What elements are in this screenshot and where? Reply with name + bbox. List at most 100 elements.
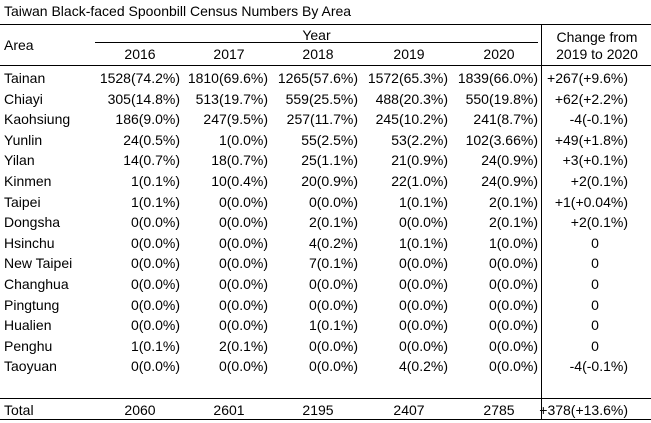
row-area-label: Penghu [4, 337, 53, 354]
header-area: Area [4, 37, 34, 53]
table-cell: 2(0.1%) [218, 337, 268, 354]
row-area-label: Hualien [4, 317, 52, 334]
table-cell: 2(0.1%) [488, 193, 538, 210]
table-cell: 0(0.0%) [488, 337, 538, 354]
table-cell: 0(0.0%) [218, 193, 268, 210]
table-cell: 24(0.9%) [481, 173, 538, 189]
table-cell: 0(0.0%) [218, 234, 268, 251]
table-cell: 1839(66.0%) [457, 70, 538, 86]
table-cell: 0(0.0%) [398, 276, 448, 292]
change-cell: +267(+9.6%) [547, 70, 628, 86]
table-cell: 0(0.0%) [398, 255, 448, 272]
table-cell: 1265(57.6%) [277, 70, 358, 86]
total-cell: 2407 [393, 402, 425, 418]
table-cell: 0(0.0%) [488, 276, 538, 292]
table-cell: 1(0.0%) [488, 234, 538, 251]
table-cell: 1(0.1%) [398, 234, 448, 251]
total-change-cell: +378(+13.6%) [539, 402, 628, 418]
header-year-group: Year [302, 27, 331, 43]
header-change-line2: 2019 to 2020 [556, 46, 638, 62]
table-cell: 0(0.0%) [218, 255, 268, 272]
header-year-2019: 2019 [393, 46, 425, 62]
table-cell: 0(0.0%) [308, 337, 358, 354]
table-cell: 0(0.0%) [308, 296, 358, 313]
table-cell: 0(0.0%) [488, 255, 538, 272]
header-year-2020: 2020 [483, 46, 515, 62]
table-cell: 1(0.1%) [130, 173, 180, 189]
header-change-line1: Change from [556, 29, 638, 45]
table-cell: 1(0.1%) [130, 337, 180, 354]
change-cell: 0 [591, 255, 599, 272]
row-area-label: Pingtung [4, 296, 60, 313]
table-title: Taiwan Black-faced Spoonbill Census Numb… [4, 3, 352, 19]
row-area-label: Kinmen [4, 173, 52, 189]
table-cell: 257(11.7%) [286, 111, 358, 128]
row-area-label: Yunlin [4, 131, 43, 148]
table-cell: 488(20.3%) [375, 90, 448, 107]
change-cell: -4(-0.1%) [569, 358, 628, 375]
table-cell: 24(0.5%) [123, 131, 180, 148]
change-cell: +2(0.1%) [570, 173, 628, 189]
table-cell: 4(0.2%) [308, 234, 358, 251]
table-cell: 0(0.0%) [130, 358, 180, 375]
year-group-rule [95, 42, 538, 43]
row-area-label: Yilan [4, 152, 35, 169]
table-cell: 2(0.1%) [308, 214, 358, 231]
table-cell: 0(0.0%) [488, 296, 538, 313]
table-cell: 7(0.1%) [308, 255, 358, 272]
table-cell: 25(1.1%) [301, 152, 358, 169]
table-cell: 241(8.7%) [473, 111, 538, 128]
total-cell: 2785 [483, 402, 515, 418]
table-cell: 10(0.4%) [211, 173, 268, 189]
change-cell: +62(+2.2%) [554, 90, 628, 107]
table-cell: 513(19.7%) [195, 90, 268, 107]
row-area-label: Tainan [4, 70, 46, 86]
row-area-label: New Taipei [4, 255, 73, 272]
header-year-2018: 2018 [302, 46, 334, 62]
table-cell: 24(0.9%) [481, 152, 538, 169]
table-cell: 1572(65.3%) [367, 70, 448, 86]
row-area-label: Changhua [4, 276, 69, 292]
change-cell: 0 [591, 317, 599, 334]
table-cell: 1(0.1%) [398, 193, 448, 210]
table-cell: 4(0.2%) [398, 358, 448, 375]
table-cell: 0(0.0%) [488, 358, 538, 375]
row-area-label: Dongsha [4, 214, 61, 231]
table-cell: 0(0.0%) [130, 317, 180, 334]
table-cell: 0(0.0%) [308, 358, 358, 375]
table-cell: 0(0.0%) [130, 255, 180, 272]
table-cell: 0(0.0%) [130, 296, 180, 313]
total-cell: 2195 [302, 402, 334, 418]
change-cell: +1(+0.04%) [554, 193, 628, 210]
table-cell: 186(9.0%) [115, 111, 180, 128]
table-cell: 22(1.0%) [391, 173, 448, 189]
table-cell: 0(0.0%) [218, 214, 268, 231]
table-cell: 559(25.5%) [285, 90, 358, 107]
table-cell: 21(0.9%) [391, 152, 448, 169]
row-area-label: Hsinchu [4, 234, 55, 251]
table-cell: 0(0.0%) [308, 276, 358, 292]
header-year-2017: 2017 [213, 46, 245, 62]
table-cell: 0(0.0%) [218, 296, 268, 313]
table-cell: 18(0.7%) [211, 152, 268, 169]
table-cell: 0(0.0%) [218, 317, 268, 334]
change-cell: +3(+0.1%) [562, 152, 628, 169]
table-cell: 0(0.0%) [308, 193, 358, 210]
change-cell: +2(0.1%) [570, 214, 628, 231]
table-cell: 247(9.5%) [203, 111, 268, 128]
table-cell: 0(0.0%) [218, 358, 268, 375]
change-cell: -4(-0.1%) [569, 111, 628, 128]
change-cell: +49(+1.8%) [554, 131, 628, 148]
row-area-label: Chiayi [4, 90, 43, 107]
table-cell: 0(0.0%) [130, 276, 180, 292]
table-cell: 0(0.0%) [130, 214, 180, 231]
table-cell: 102(3.66%) [465, 131, 538, 148]
table-cell: 0(0.0%) [218, 276, 268, 292]
change-cell: 0 [591, 337, 599, 354]
table-cell: 550(19.8%) [465, 90, 538, 107]
row-area-label: Taoyuan [4, 358, 57, 375]
table-cell: 2(0.1%) [488, 214, 538, 231]
table-cell: 0(0.0%) [130, 234, 180, 251]
header-bottom-rule [0, 65, 651, 66]
row-area-label: Taipei [4, 193, 41, 210]
